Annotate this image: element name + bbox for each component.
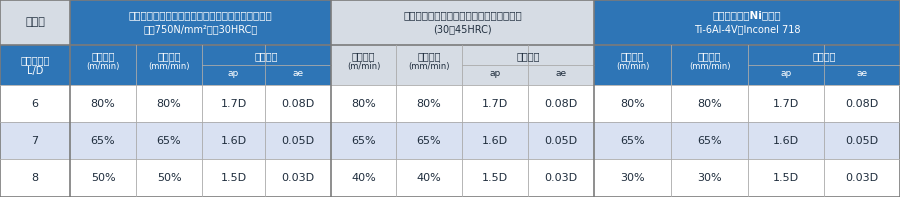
Text: 1.5D: 1.5D xyxy=(482,173,508,183)
Text: ae: ae xyxy=(292,69,303,77)
Text: 65%: 65% xyxy=(157,136,181,146)
Bar xyxy=(331,45,594,85)
Text: 1.5D: 1.5D xyxy=(773,173,799,183)
Text: 切削速度: 切削速度 xyxy=(621,51,644,61)
Text: 0.05D: 0.05D xyxy=(845,136,878,146)
Text: 30%: 30% xyxy=(698,173,722,183)
Text: (mm/min): (mm/min) xyxy=(148,61,190,71)
Text: ae: ae xyxy=(555,69,567,77)
Bar xyxy=(0,0,70,45)
Text: 1.7D: 1.7D xyxy=(773,98,799,109)
Text: 一般構造用鉰・炭素鉰・鑄鉄・合金鉰・合金工具鉰: 一般構造用鉰・炭素鉰・鑄鉄・合金鉰・合金工具鉰 xyxy=(129,10,273,20)
Text: 65%: 65% xyxy=(620,136,644,146)
Text: 8: 8 xyxy=(32,173,39,183)
Text: （～750N/mm²、～30HRC）: （～750N/mm²、～30HRC） xyxy=(143,24,257,34)
Text: 切削速度: 切削速度 xyxy=(352,51,375,61)
Text: 0.03D: 0.03D xyxy=(282,173,315,183)
Text: 切削速度: 切削速度 xyxy=(91,51,115,61)
Text: 切込深さ: 切込深さ xyxy=(255,51,278,61)
Text: 送り速度: 送り速度 xyxy=(158,51,181,61)
Text: (30～45HRC): (30～45HRC) xyxy=(433,24,491,34)
Text: (mm/min): (mm/min) xyxy=(688,61,730,71)
Text: ap: ap xyxy=(780,69,792,77)
Text: 50%: 50% xyxy=(157,173,181,183)
Text: 1.6D: 1.6D xyxy=(773,136,799,146)
Text: 切込深さ: 切込深さ xyxy=(517,51,540,61)
Text: 65%: 65% xyxy=(351,136,376,146)
Bar xyxy=(0,45,70,85)
Text: チタン合金・Ni基合金: チタン合金・Ni基合金 xyxy=(713,10,781,20)
Text: 50%: 50% xyxy=(91,173,115,183)
Bar xyxy=(70,45,331,85)
Text: 1.6D: 1.6D xyxy=(482,136,508,146)
Text: 65%: 65% xyxy=(417,136,441,146)
Text: 65%: 65% xyxy=(698,136,722,146)
Text: (mm/min): (mm/min) xyxy=(409,61,450,71)
Text: 1.5D: 1.5D xyxy=(220,173,247,183)
Text: ap: ap xyxy=(228,69,239,77)
Text: 80%: 80% xyxy=(351,98,376,109)
Text: 切込深さ: 切込深さ xyxy=(812,51,836,61)
Text: 80%: 80% xyxy=(157,98,182,109)
Text: プリハードン鉰・焼入れ鉰・ステンレス鉰: プリハードン鉰・焼入れ鉰・ステンレス鉰 xyxy=(403,10,522,20)
Text: 80%: 80% xyxy=(417,98,441,109)
Text: 30%: 30% xyxy=(620,173,644,183)
Text: 0.03D: 0.03D xyxy=(845,173,878,183)
Text: 6: 6 xyxy=(32,98,39,109)
Text: 1.6D: 1.6D xyxy=(220,136,247,146)
Bar xyxy=(0,159,900,197)
Text: 1.7D: 1.7D xyxy=(220,98,247,109)
Text: 0.03D: 0.03D xyxy=(544,173,578,183)
Text: 0.08D: 0.08D xyxy=(544,98,578,109)
Bar xyxy=(0,122,900,159)
Bar xyxy=(594,0,900,45)
Text: 80%: 80% xyxy=(620,98,645,109)
Bar xyxy=(70,0,331,45)
Text: 0.08D: 0.08D xyxy=(282,98,315,109)
Text: (m/min): (m/min) xyxy=(86,61,120,71)
Text: 0.05D: 0.05D xyxy=(544,136,578,146)
Text: 40%: 40% xyxy=(417,173,441,183)
Bar xyxy=(0,85,900,122)
Text: (m/min): (m/min) xyxy=(346,61,380,71)
Text: Ti-6Al-4V・Inconel 718: Ti-6Al-4V・Inconel 718 xyxy=(694,24,800,34)
Bar xyxy=(331,0,594,45)
Text: 送り速度: 送り速度 xyxy=(698,51,721,61)
Text: ap: ap xyxy=(490,69,500,77)
Text: 80%: 80% xyxy=(91,98,115,109)
Text: 送り速度: 送り速度 xyxy=(418,51,441,61)
Text: (m/min): (m/min) xyxy=(616,61,649,71)
Bar xyxy=(594,45,900,85)
Text: 40%: 40% xyxy=(351,173,376,183)
Text: 0.08D: 0.08D xyxy=(845,98,878,109)
Text: ae: ae xyxy=(857,69,868,77)
Text: 1.7D: 1.7D xyxy=(482,98,508,109)
Text: 7: 7 xyxy=(32,136,39,146)
Text: 被削材: 被削材 xyxy=(25,18,45,28)
Text: L/D: L/D xyxy=(27,66,43,76)
Text: 80%: 80% xyxy=(698,98,722,109)
Text: 0.05D: 0.05D xyxy=(282,136,315,146)
Text: 65%: 65% xyxy=(91,136,115,146)
Text: 突出し長さ: 突出し長さ xyxy=(21,55,50,65)
